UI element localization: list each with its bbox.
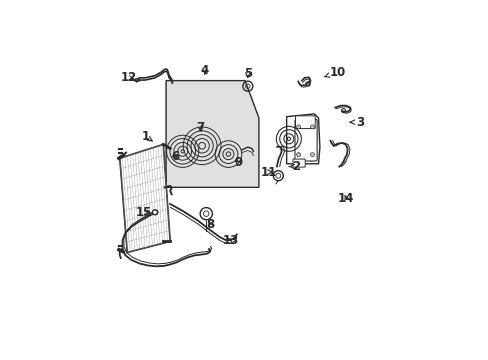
Text: 7: 7 (196, 121, 204, 134)
Circle shape (273, 171, 283, 181)
Circle shape (296, 125, 300, 129)
Circle shape (152, 210, 157, 215)
Text: 9: 9 (234, 157, 242, 170)
FancyBboxPatch shape (295, 116, 315, 129)
Text: 4: 4 (201, 64, 208, 77)
Polygon shape (120, 144, 170, 252)
Circle shape (310, 125, 314, 129)
Circle shape (310, 153, 314, 157)
Polygon shape (286, 114, 319, 164)
Text: 8: 8 (205, 218, 214, 231)
Text: 5: 5 (243, 67, 251, 80)
Text: 10: 10 (324, 66, 346, 79)
Text: 2: 2 (289, 160, 300, 173)
Text: 15: 15 (136, 206, 152, 219)
Text: 11: 11 (260, 166, 276, 179)
FancyBboxPatch shape (292, 159, 305, 167)
Text: 12: 12 (120, 71, 137, 84)
Text: 6: 6 (171, 150, 179, 163)
Circle shape (296, 153, 300, 157)
FancyBboxPatch shape (294, 120, 317, 161)
Polygon shape (166, 81, 259, 187)
Text: 14: 14 (337, 192, 354, 205)
Text: 3: 3 (349, 116, 364, 129)
Text: 1: 1 (141, 130, 152, 143)
Text: 13: 13 (223, 234, 239, 247)
